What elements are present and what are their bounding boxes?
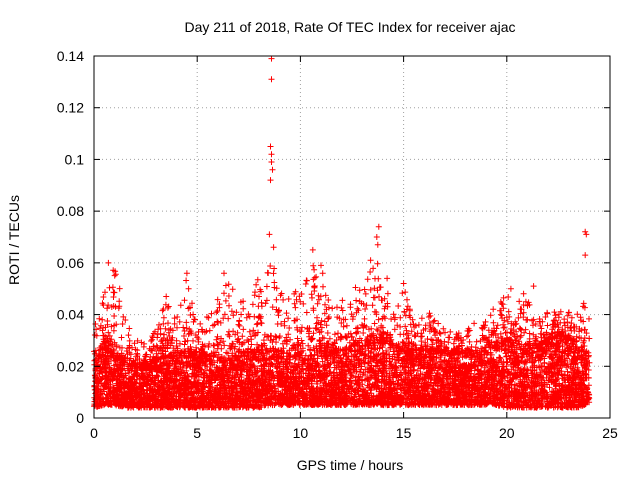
y-tick-label: 0.02 bbox=[57, 358, 84, 374]
y-tick-label: 0.04 bbox=[57, 307, 84, 323]
data-layer bbox=[91, 55, 593, 411]
x-tick-label: 5 bbox=[193, 425, 201, 441]
plot-frame bbox=[93, 55, 611, 419]
roti-data-points bbox=[91, 55, 593, 411]
x-tick-label: 0 bbox=[90, 425, 98, 441]
y-tick-label: 0 bbox=[76, 410, 84, 426]
y-tick-label: 0.08 bbox=[57, 203, 84, 219]
x-tick-label: 10 bbox=[293, 425, 309, 441]
x-axis-label: GPS time / hours bbox=[297, 457, 404, 473]
y-tick-label: 0.06 bbox=[57, 255, 84, 271]
x-tick-label: 20 bbox=[499, 425, 515, 441]
tick-layer: 0 0.02 0.04 0.06 0.08 0.1 0.12 0.14 0 5 10 15 20 25 bbox=[57, 48, 618, 441]
y-tick-label: 0.1 bbox=[65, 151, 85, 167]
y-tick-label: 0.14 bbox=[57, 48, 84, 64]
grid-layer bbox=[94, 56, 610, 418]
x-tick-label: 25 bbox=[602, 425, 618, 441]
chart-title: Day 211 of 2018, Rate Of TEC Index for r… bbox=[185, 19, 516, 35]
y-axis-label: ROTI / TECUs bbox=[6, 195, 22, 285]
x-tick-label: 15 bbox=[396, 425, 412, 441]
y-tick-label: 0.12 bbox=[57, 100, 84, 116]
